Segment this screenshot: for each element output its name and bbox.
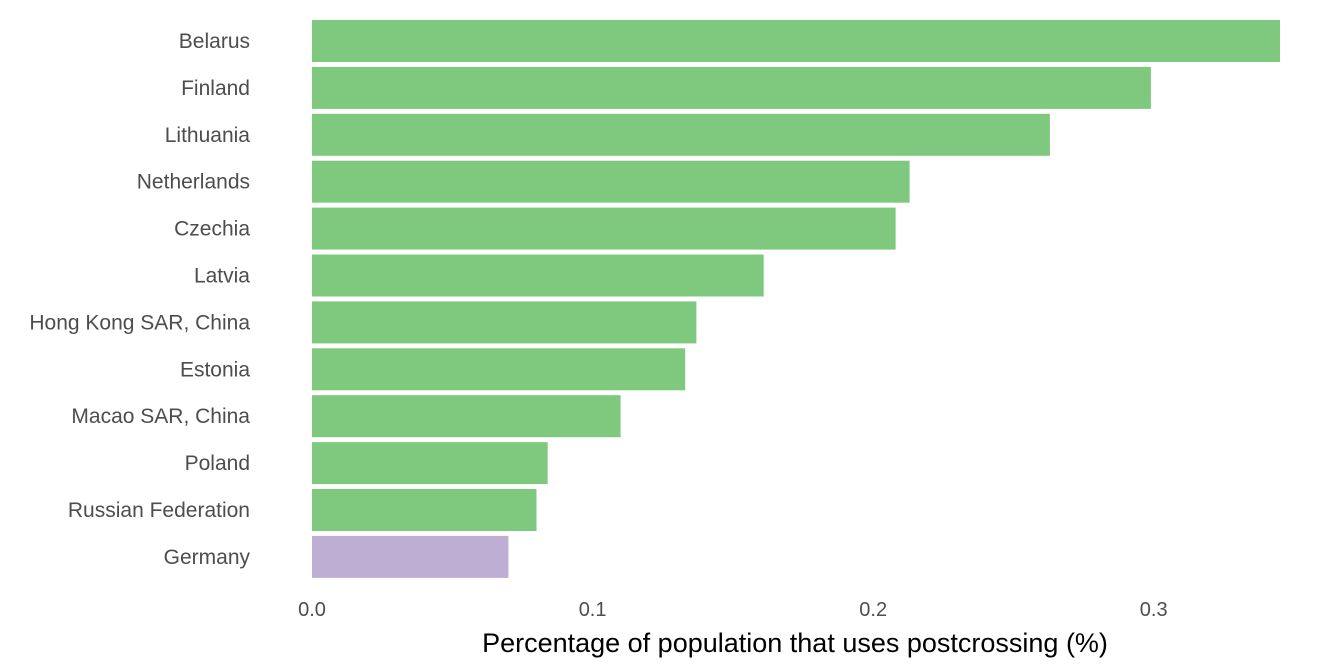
x-axis-ticks: 0.0 0.1 0.2 0.3 [298, 599, 1168, 621]
bar-germany [312, 535, 509, 578]
bar-russian-federation [312, 489, 537, 531]
category-label-germany: Germany [164, 546, 251, 569]
x-axis-title: Percentage of population that uses postc… [482, 628, 1108, 658]
x-tick-label: 0.1 [579, 599, 607, 621]
category-label-czechia: Czechia [174, 218, 250, 241]
category-label-macao-sar-china: Macao SAR, China [71, 405, 250, 428]
category-label-lithuania: Lithuania [165, 124, 251, 147]
bar-estonia [312, 348, 686, 391]
bar-netherlands [312, 160, 910, 203]
category-label-poland: Poland [185, 452, 250, 475]
bar-finland [312, 66, 1151, 109]
bar-hong-kong-sar-china [312, 301, 697, 344]
bars-layer [312, 20, 1280, 578]
category-label-latvia: Latvia [194, 265, 250, 288]
bar-belarus [312, 20, 1280, 62]
x-tick-label: 0.0 [298, 599, 326, 621]
category-label-netherlands: Netherlands [137, 171, 250, 194]
bar-czechia [312, 207, 896, 250]
x-tick-label: 0.2 [859, 599, 887, 621]
category-label-russian-federation: Russian Federation [68, 499, 250, 522]
x-tick-label: 0.3 [1140, 599, 1168, 621]
bar-macao-sar-china [312, 395, 621, 438]
bar-latvia [312, 254, 764, 297]
bar-lithuania [312, 113, 1050, 156]
category-label-finland: Finland [181, 77, 250, 100]
category-labels: Belarus Finland Lithuania Netherlands Czechi… [29, 30, 250, 569]
bar-poland [312, 442, 548, 485]
category-label-estonia: Estonia [180, 358, 250, 381]
category-label-hong-kong-sar-china: Hong Kong SAR, China [29, 311, 250, 334]
category-label-belarus: Belarus [179, 30, 250, 53]
